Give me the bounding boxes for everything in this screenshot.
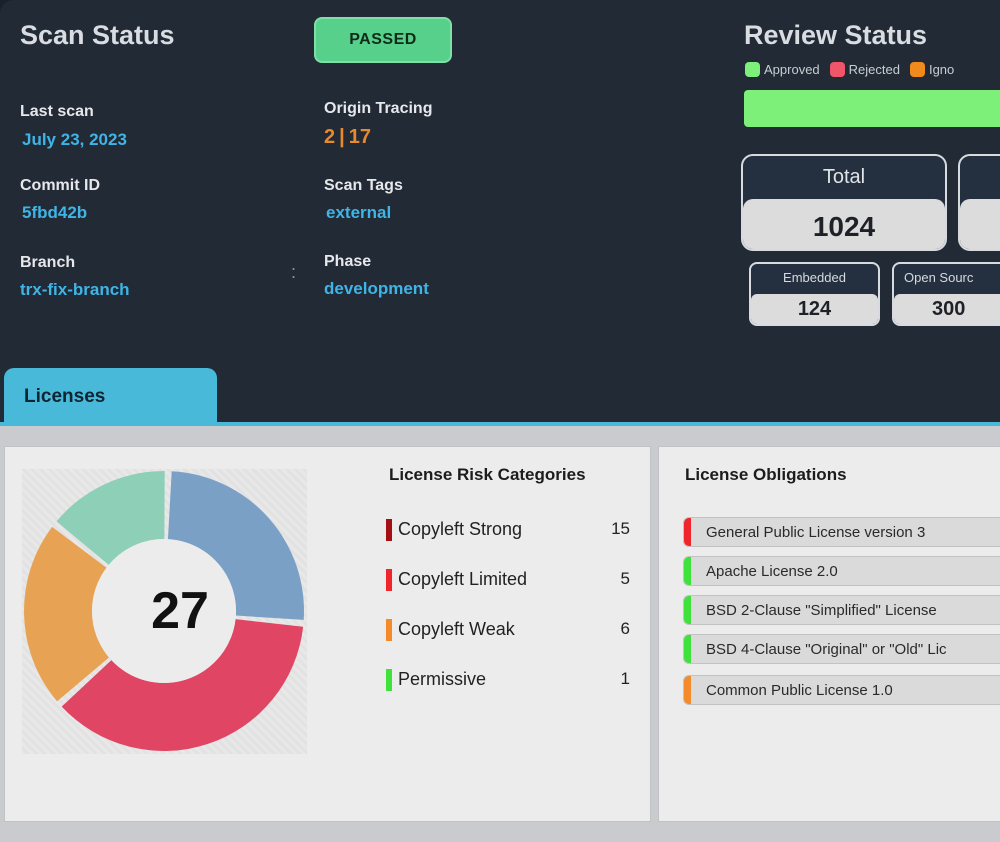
obligation-name: BSD 4-Clause "Original" or "Old" Lic [706, 641, 947, 658]
obligation-item[interactable]: General Public License version 3 [683, 517, 1000, 547]
donut-hole [92, 539, 236, 683]
embedded-card: Embedded 124 [749, 262, 880, 326]
obligation-name: Common Public License 1.0 [706, 682, 893, 699]
field-separator: : [291, 262, 297, 282]
origin-tracing-separator: | [339, 126, 345, 148]
obligation-item[interactable]: BSD 2-Clause "Simplified" License [683, 595, 1000, 625]
embedded-card-value: 124 [751, 294, 878, 324]
legend-rejected-label: Rejected [848, 62, 900, 77]
scan-tags-value[interactable]: external [326, 203, 392, 222]
commit-id-value[interactable]: 5fbd42b [22, 203, 88, 222]
legend-approved-label: Approved [764, 62, 820, 77]
risk-indicator [386, 519, 392, 541]
legend-rejected[interactable]: Rejected [829, 62, 900, 77]
open-source-card-value: 300 [894, 294, 1000, 324]
origin-tracing-value: 2 | 17 [324, 126, 371, 149]
review-progress-bar [744, 90, 1000, 127]
legend-approved[interactable]: Approved [745, 62, 820, 77]
obligation-name: Apache License 2.0 [706, 563, 838, 580]
ignored-swatch-icon [909, 62, 925, 77]
risk-indicator [386, 619, 392, 641]
obligation-item[interactable]: BSD 4-Clause "Original" or "Old" Lic [683, 634, 1000, 664]
last-scan-label: Last scan [20, 103, 94, 120]
rejected-swatch-icon [829, 62, 845, 77]
donut-segment-copyleft-strong[interactable] [167, 471, 304, 620]
donut-total: 27 [151, 582, 209, 640]
risk-row-copyleft-strong[interactable]: Copyleft Strong 15 [386, 517, 636, 543]
open-source-card: Open Sourc 300 [892, 262, 1000, 326]
origin-tracing-right: 17 [348, 126, 371, 148]
obligations-title: License Obligations [685, 465, 847, 484]
obligation-name: BSD 2-Clause "Simplified" License [706, 602, 937, 619]
total-card-value: 1024 [743, 199, 945, 249]
second-stat-card [958, 154, 1000, 251]
scan-tags-label: Scan Tags [324, 177, 403, 194]
phase-label: Phase [324, 253, 372, 270]
commit-id-label: Commit ID [20, 177, 100, 194]
licenses-content: 27 License Risk Categories Copyleft Stro… [0, 426, 1000, 842]
risk-row-copyleft-limited[interactable]: Copyleft Limited 5 [386, 567, 636, 593]
risk-row-copyleft-weak[interactable]: Copyleft Weak 6 [386, 617, 636, 643]
risk-name: Copyleft Weak [398, 619, 515, 639]
total-card-label: Total [822, 166, 866, 188]
donut-segment-permissive[interactable] [56, 471, 165, 565]
obligation-indicator [684, 676, 691, 704]
origin-tracing-label: Origin Tracing [324, 100, 433, 117]
license-obligations-panel: License Obligations General Public Licen… [658, 446, 1000, 822]
review-status-title: Review Status [744, 20, 928, 50]
risk-count: 6 [620, 619, 630, 638]
branch-value[interactable]: trx-fix-branch [20, 280, 130, 299]
donut-svg [24, 471, 304, 751]
second-stat-card-value [960, 199, 1000, 249]
approved-swatch-icon [745, 62, 760, 77]
tab-licenses[interactable]: Licenses [4, 368, 217, 424]
review-legend: Approved Rejected Igno [745, 62, 954, 77]
obligation-indicator [684, 596, 691, 624]
scan-status-badge: PASSED [314, 17, 452, 63]
phase-value: development [324, 279, 429, 298]
license-donut-chart: 27 [22, 469, 307, 754]
risk-count: 1 [620, 669, 630, 688]
donut-segment-copyleft-limited[interactable] [61, 619, 304, 751]
obligation-indicator [684, 518, 691, 546]
license-risk-panel: 27 License Risk Categories Copyleft Stro… [4, 446, 651, 822]
branch-label: Branch [20, 254, 76, 271]
risk-name: Copyleft Strong [398, 519, 523, 539]
legend-ignored-label: Igno [928, 62, 955, 77]
risk-categories-title: License Risk Categories [389, 465, 586, 484]
risk-indicator [386, 569, 392, 591]
donut-segment-copyleft-weak[interactable] [24, 526, 109, 702]
obligation-indicator [684, 557, 691, 585]
risk-row-permissive[interactable]: Permissive 1 [386, 667, 636, 693]
embedded-card-label: Embedded [783, 270, 846, 285]
open-source-card-label: Open Sourc [904, 270, 974, 285]
obligation-item[interactable]: Common Public License 1.0 [683, 675, 1000, 705]
tab-underline [0, 422, 1000, 426]
legend-ignored[interactable]: Igno [909, 62, 955, 77]
risk-count: 5 [620, 569, 630, 588]
obligation-indicator [684, 635, 691, 663]
total-card: Total 1024 [741, 154, 947, 251]
obligation-item[interactable]: Apache License 2.0 [683, 556, 1000, 586]
risk-indicator [386, 669, 392, 691]
obligation-name: General Public License version 3 [706, 524, 926, 541]
origin-tracing-left: 2 [324, 126, 336, 148]
risk-name: Copyleft Limited [398, 569, 528, 589]
risk-name: Permissive [398, 669, 487, 689]
last-scan-value: July 23, 2023 [22, 130, 127, 149]
risk-count: 15 [611, 519, 630, 538]
scan-status-title: Scan Status [20, 20, 175, 50]
